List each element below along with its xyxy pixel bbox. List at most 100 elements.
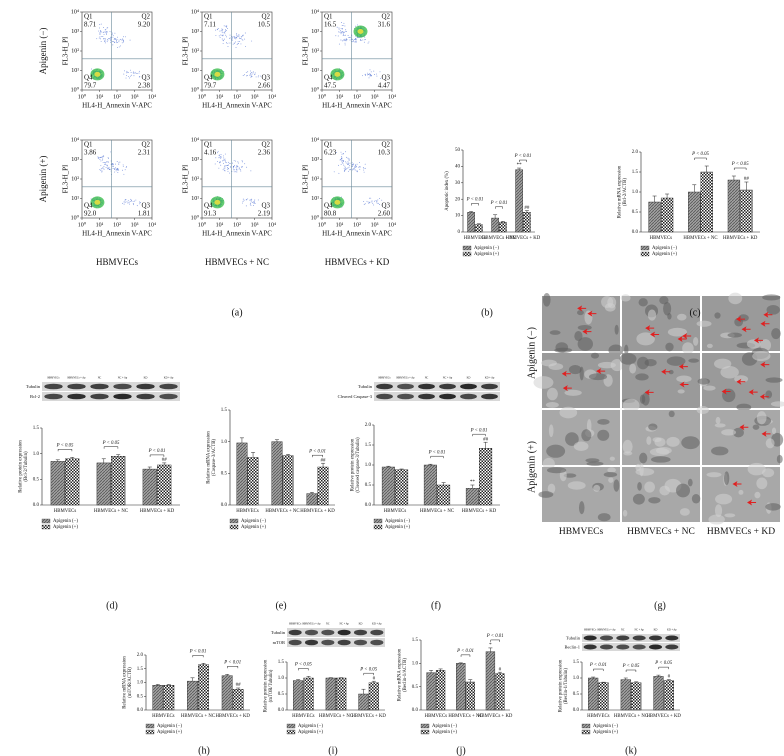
- event-dot: [238, 167, 240, 169]
- y-tick-label: 10¹: [71, 68, 79, 74]
- tem-image: [702, 462, 781, 525]
- event-dot: [112, 41, 113, 42]
- y-tick-label: 0.0: [137, 708, 144, 713]
- x-axis-label: HL4-H_Annexin V-APC: [82, 102, 152, 110]
- event-dot: [368, 77, 370, 79]
- y-tick-label: 1.5: [412, 638, 419, 643]
- red-arrow: [677, 336, 687, 343]
- event-dot: [134, 200, 136, 202]
- event-dot: [139, 203, 141, 205]
- event-dot: [355, 25, 356, 27]
- event-dot: [101, 170, 103, 172]
- event-dot: [376, 200, 378, 202]
- bar: [221, 675, 233, 711]
- event-dot: [117, 46, 119, 48]
- event-dot: [127, 76, 129, 77]
- significance-bracket: [593, 668, 604, 672]
- tem-image: [696, 292, 781, 352]
- event-dot: [237, 41, 239, 43]
- event-dot: [352, 38, 354, 40]
- event-dot: [340, 196, 342, 198]
- event-dot: [343, 167, 345, 169]
- y-tick-label: 1.0: [137, 681, 144, 686]
- quadrant-name: Q2: [261, 13, 270, 21]
- red-arrow: [682, 333, 692, 340]
- p-value-label: P < 0.05: [359, 667, 377, 672]
- event-dot: [222, 169, 224, 171]
- event-dot: [225, 161, 226, 163]
- quadrant-name: Q4: [84, 202, 93, 210]
- tem-texture: [608, 477, 614, 483]
- event-dot: [355, 41, 357, 43]
- event-dot: [346, 168, 348, 169]
- legend-swatch: [462, 245, 472, 251]
- significance-mark: ##: [236, 683, 242, 688]
- tem-texture: [648, 423, 658, 431]
- red-arrow: [679, 381, 689, 388]
- event-dot: [103, 26, 105, 28]
- event-dot: [345, 162, 347, 164]
- event-dot: [221, 31, 223, 33]
- event-dot: [347, 170, 349, 172]
- event-dot: [112, 167, 114, 169]
- error-bar: [116, 454, 121, 457]
- event-dot: [122, 202, 124, 204]
- event-dot: [338, 172, 340, 174]
- error-bar: [517, 167, 522, 170]
- y-axis-label: Relative protein expression: [19, 440, 24, 493]
- event-dot: [347, 158, 349, 160]
- legend-swatch: [286, 729, 296, 735]
- x-tick-label: HBMVECs: [152, 714, 175, 719]
- legend-label: Apigenin (+): [385, 525, 410, 530]
- quadrant-percent: 4.16: [204, 149, 217, 157]
- red-arrow: [760, 320, 770, 327]
- bar: [187, 680, 198, 711]
- blot-band: [418, 393, 435, 400]
- event-dot: [116, 168, 118, 170]
- legend-swatch: [41, 524, 51, 530]
- y-tick-label: 10¹: [191, 196, 199, 202]
- event-dot: [364, 73, 366, 75]
- tem-texture: [654, 437, 666, 447]
- event-dot: [347, 157, 349, 159]
- p-value-label: P < 0.05: [731, 162, 749, 167]
- lane-label: KD: [144, 377, 148, 380]
- x-tick-label: 10²: [233, 94, 241, 100]
- tem-texture: [635, 468, 655, 476]
- event-dot: [233, 42, 235, 44]
- event-dot: [345, 40, 347, 42]
- y-tick-label: 1.0: [412, 661, 419, 666]
- event-dot: [349, 36, 351, 38]
- bar-chart: 0 10 20 30 40 50 Apoptotic index (%) HBMVECs P <…: [445, 148, 541, 257]
- lane-label: NC + Ap: [339, 623, 349, 626]
- event-dot: [232, 43, 234, 45]
- red-arrow: [732, 481, 742, 488]
- event-dot: [247, 198, 249, 200]
- bar: [653, 676, 664, 711]
- blot-band: [460, 393, 477, 400]
- event-dot: [337, 35, 339, 37]
- bar: [306, 493, 318, 506]
- y-tick-label: 10⁴: [191, 137, 199, 143]
- event-dot: [118, 163, 120, 165]
- bar: [163, 685, 175, 711]
- event-dot: [362, 75, 363, 77]
- event-dot: [370, 74, 372, 76]
- blot-strip: [42, 392, 180, 401]
- flow-plot: 10⁰ 10¹ 10² 10³ 10⁴ 10⁰ 10¹ 10² 10³ 10⁴ HL4-H_Anne…: [182, 137, 276, 237]
- event-dot: [379, 71, 381, 73]
- bar: [648, 201, 661, 233]
- event-dot: [232, 37, 234, 38]
- event-dot: [110, 41, 112, 43]
- event-dot: [104, 162, 106, 163]
- event-dot: [134, 71, 136, 73]
- x-tick-label: HBMVECs: [236, 509, 259, 514]
- event-dot: [218, 35, 220, 37]
- event-dot: [365, 75, 367, 76]
- event-dot: [226, 162, 228, 164]
- x-tick-label: HBMVECs + NC: [265, 509, 299, 514]
- event-dot: [100, 40, 102, 42]
- event-dot: [99, 33, 101, 35]
- event-dot: [343, 40, 345, 42]
- y-tick-label: 1.0: [33, 452, 40, 457]
